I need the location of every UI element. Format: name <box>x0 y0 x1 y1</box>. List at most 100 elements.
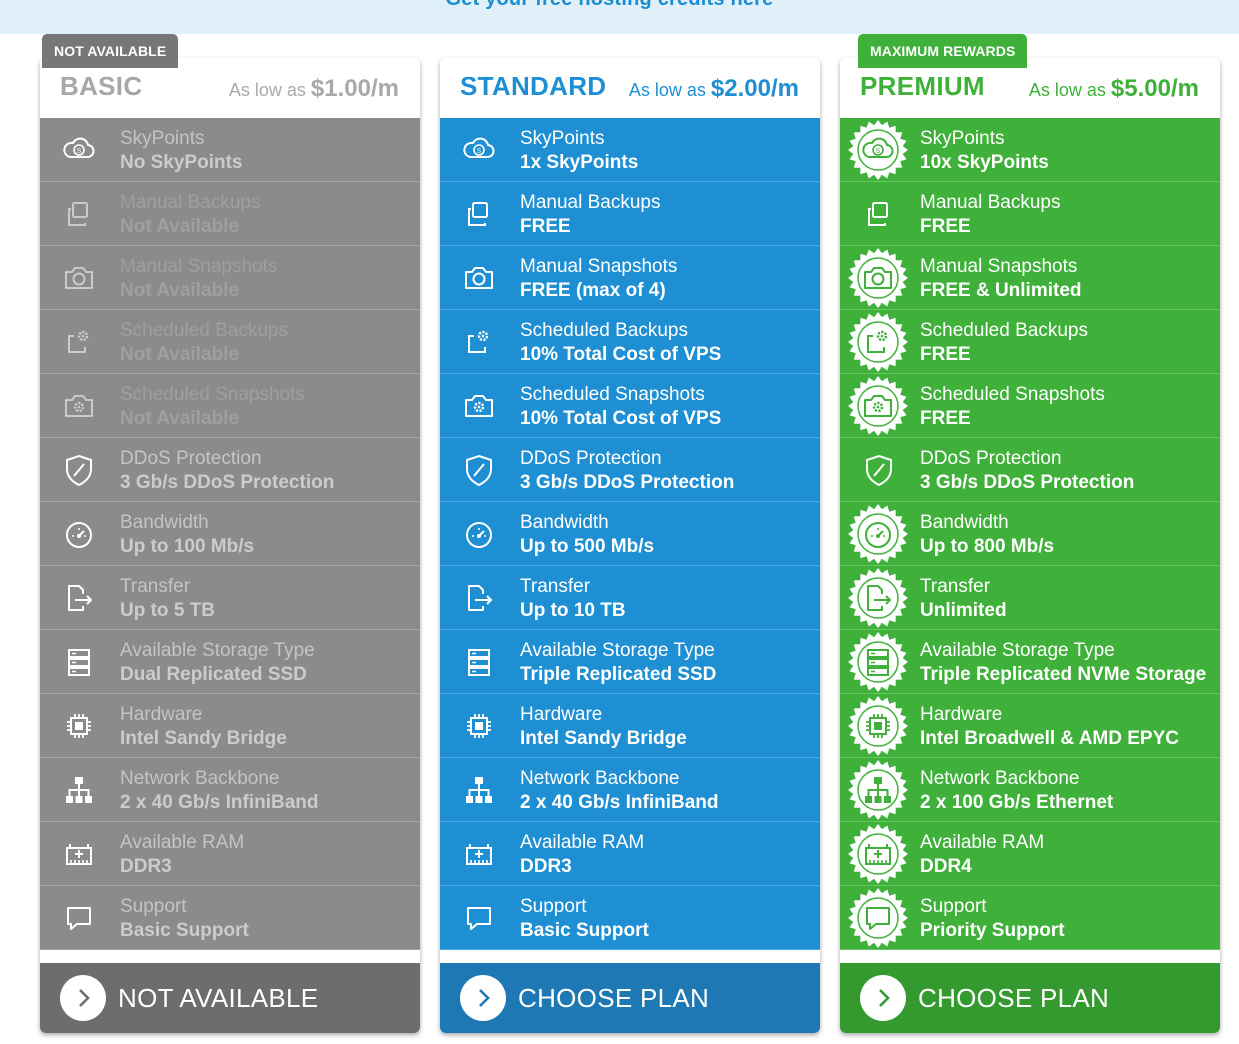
choose-plan-button[interactable]: CHOOSE PLAN <box>440 963 820 1033</box>
price-amount: $1.00/m <box>310 75 399 102</box>
feature-row: Bandwidth Up to 100 Mb/s <box>40 502 420 566</box>
feature-icon <box>61 196 97 232</box>
feature-label: Available RAM <box>520 832 645 853</box>
feature-icon <box>848 696 908 756</box>
feature-value: Not Available <box>120 408 239 429</box>
plan-price: As low as $5.00/m <box>1029 75 1199 103</box>
feature-row: Bandwidth Up to 800 Mb/s <box>840 502 1220 566</box>
feature-label: SkyPoints <box>120 128 205 149</box>
camera-icon <box>465 267 493 289</box>
feature-icon <box>848 568 908 628</box>
feature-row: Scheduled Snapshots Not Available <box>40 374 420 438</box>
feature-row: Network Backbone 2 x 40 Gb/s InfiniBand <box>40 758 420 822</box>
feature-row: Manual Backups FREE <box>440 182 820 246</box>
feature-row: S SkyPoints 10x SkyPoints <box>840 118 1220 182</box>
scheduled-backup-icon <box>848 312 908 372</box>
feature-list: S SkyPoints 1x SkyPoints Manual Backups FREE… <box>440 118 820 950</box>
feature-value: Triple Replicated NVMe Storage <box>920 664 1207 685</box>
feature-row: Network Backbone 2 x 40 Gb/s InfiniBand <box>440 758 820 822</box>
plan-card-basic: BASIC As low as $1.00/m S SkyPoints No SkyPo… <box>40 58 420 1033</box>
feature-label: Scheduled Snapshots <box>120 384 305 405</box>
scheduled-backup-icon <box>468 330 489 353</box>
feature-value: FREE <box>920 216 971 237</box>
chip-icon <box>467 714 491 738</box>
choose-plan-button[interactable]: CHOOSE PLAN <box>840 963 1220 1033</box>
feature-row: Scheduled Snapshots 10% Total Cost of VPS <box>440 374 820 438</box>
feature-icon <box>848 632 908 692</box>
feature-icon: S <box>848 120 908 180</box>
feature-icon <box>61 900 97 936</box>
feature-row: DDoS Protection 3 Gb/s DDoS Protection <box>40 438 420 502</box>
cta-label: CHOOSE PLAN <box>918 983 1110 1013</box>
feature-row: DDoS Protection 3 Gb/s DDoS Protection <box>840 438 1220 502</box>
price-prefix: As low as <box>628 80 706 100</box>
scheduled-backup-icon <box>68 330 89 353</box>
feature-value: Intel Sandy Bridge <box>520 728 687 749</box>
free-credits-link[interactable]: Get your free hosting credits here <box>0 0 1219 11</box>
feature-label: Network Backbone <box>520 768 680 789</box>
feature-value: FREE <box>520 216 571 237</box>
feature-icon <box>461 260 497 296</box>
feature-icon <box>848 248 908 308</box>
feature-value: Dual Replicated SSD <box>120 664 307 685</box>
feature-label: DDoS Protection <box>520 448 662 469</box>
price-prefix: As low as <box>228 80 306 100</box>
feature-icon <box>848 376 908 436</box>
feature-label: Support <box>120 896 187 917</box>
top-banner: Get your free hosting credits here <box>0 0 1239 34</box>
feature-icon <box>61 452 97 488</box>
feature-row: Available Storage Type Dual Replicated SS… <box>40 630 420 694</box>
feature-label: Hardware <box>520 704 603 725</box>
feature-icon <box>461 772 497 808</box>
shield-icon <box>866 454 892 487</box>
feature-row: Manual Snapshots FREE & Unlimited <box>840 246 1220 310</box>
feature-row: Scheduled Snapshots FREE <box>840 374 1220 438</box>
feature-label: DDoS Protection <box>120 448 262 469</box>
chip-icon <box>67 714 91 738</box>
plan-price: As low as $1.00/m <box>229 75 399 103</box>
camera-icon <box>65 267 93 289</box>
feature-label: SkyPoints <box>920 128 1005 149</box>
feature-value: Intel Sandy Bridge <box>120 728 287 749</box>
svg-text:S: S <box>876 148 881 155</box>
feature-row: S SkyPoints 1x SkyPoints <box>440 118 820 182</box>
feature-value: 2 x 40 Gb/s InfiniBand <box>520 792 719 813</box>
price-prefix: As low as <box>1028 80 1106 100</box>
feature-row: Available RAM DDR4 <box>840 822 1220 886</box>
feature-row: Available RAM DDR3 <box>440 822 820 886</box>
feature-label: Available RAM <box>920 832 1045 853</box>
feature-row: Support Basic Support <box>440 886 820 950</box>
chevron-right-icon <box>860 975 906 1021</box>
feature-icon <box>461 196 497 232</box>
feature-label: Hardware <box>920 704 1003 725</box>
feature-label: Bandwidth <box>120 512 209 533</box>
plan-header: PREMIUM As low as $5.00/m <box>840 58 1220 118</box>
feature-icon <box>461 836 497 872</box>
feature-row: Available RAM DDR3 <box>40 822 420 886</box>
plan-header: BASIC As low as $1.00/m <box>40 58 420 118</box>
feature-value: DDR4 <box>920 856 972 877</box>
feature-value: FREE (max of 4) <box>520 280 666 301</box>
feature-label: Available Storage Type <box>920 640 1115 661</box>
scheduled-snapshot-icon <box>465 395 493 417</box>
storage-icon <box>848 632 908 692</box>
feature-label: Manual Snapshots <box>120 256 278 277</box>
cta-label: CHOOSE PLAN <box>518 983 710 1013</box>
feature-row: Hardware Intel Sandy Bridge <box>40 694 420 758</box>
storage-icon <box>468 649 490 676</box>
feature-icon <box>61 260 97 296</box>
feature-value: No SkyPoints <box>120 152 243 173</box>
storage-icon <box>68 649 90 676</box>
copy-icon <box>868 202 888 226</box>
feature-row: Available Storage Type Triple Replicated … <box>440 630 820 694</box>
feature-icon <box>848 504 908 564</box>
feature-icon <box>848 888 908 948</box>
feature-value: 2 x 40 Gb/s InfiniBand <box>120 792 319 813</box>
feature-label: Transfer <box>520 576 591 597</box>
feature-label: Available Storage Type <box>120 640 315 661</box>
feature-label: Scheduled Backups <box>120 320 288 341</box>
feature-row: Hardware Intel Sandy Bridge <box>440 694 820 758</box>
feature-value: 3 Gb/s DDoS Protection <box>520 472 735 493</box>
speedometer-icon <box>848 504 908 564</box>
feature-icon <box>61 388 97 424</box>
